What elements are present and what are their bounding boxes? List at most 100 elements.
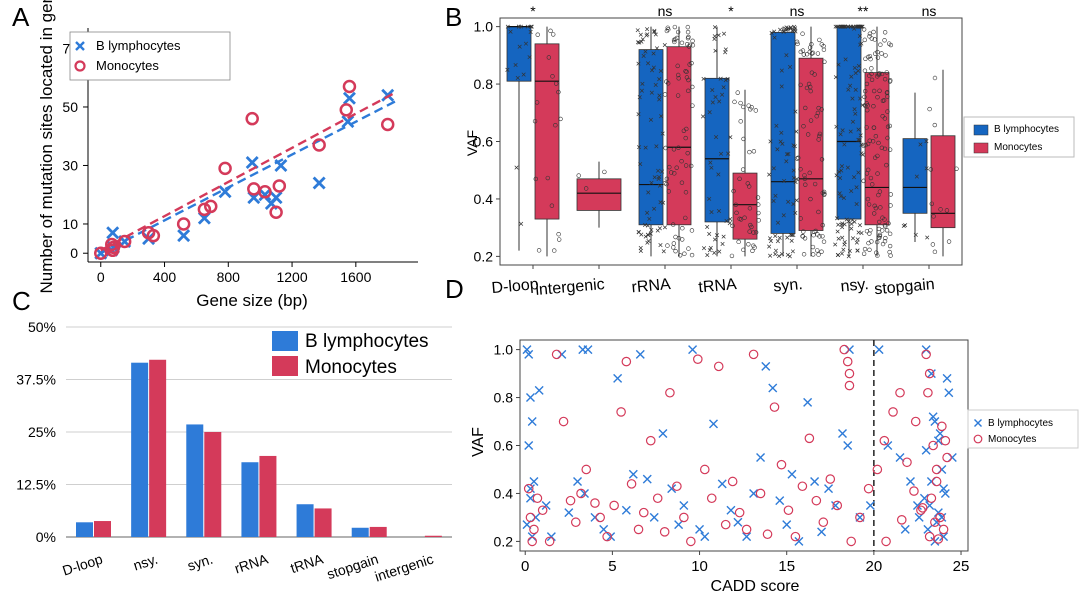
- panel-b-raw-point: [679, 159, 684, 164]
- panel-d-b-point: [525, 493, 535, 503]
- panel-d-b-point: [580, 488, 589, 498]
- panel-b-raw-point-stroke-2: [782, 178, 787, 184]
- panel-b-raw-point: [529, 24, 534, 29]
- panel-b-raw-point-stroke-2: [700, 114, 706, 119]
- panel-b-raw-point: [716, 172, 721, 177]
- panel-b-raw-point: [713, 95, 718, 100]
- panel-b-raw-point-stroke-2: [781, 29, 786, 34]
- panel-a-ylabel: Number of mutation sites located in gene: [37, 0, 56, 294]
- panel-d-b-point-stroke-2: [933, 508, 943, 518]
- panel-b-raw-point: [777, 235, 782, 240]
- panel-b-box: [576, 178, 622, 211]
- panel-b-raw-point-stroke-2: [834, 124, 839, 129]
- panel-b-raw-point: [877, 189, 883, 194]
- panel-b-raw-point: [768, 139, 773, 144]
- panel-b-raw-point: [665, 243, 670, 248]
- panel-b-raw-point-stroke-2: [779, 68, 784, 73]
- panel-b-raw-point: [877, 233, 883, 239]
- panel-c-bar-b: [296, 504, 314, 537]
- panel-a-m-point: [197, 202, 212, 217]
- panel-b-raw-point-stroke-2: [786, 199, 791, 204]
- legend-b-m-label: Monocytes: [994, 142, 1042, 153]
- panel-b-raw-point: [747, 149, 752, 155]
- panel-b-raw-point: [652, 206, 657, 211]
- panel-d-b-point-stroke-2: [667, 484, 677, 494]
- panel-b-raw-point: [525, 24, 530, 29]
- legend-b-b-swatch: [973, 124, 989, 136]
- panel-b-raw-point: [882, 38, 887, 43]
- panel-b-raw-point: [864, 125, 869, 130]
- panel-b-raw-point-stroke-2: [643, 234, 648, 239]
- panel-d-b-point-stroke-2: [939, 532, 949, 542]
- panel-b-raw-point: [728, 217, 733, 222]
- panel-b-raw-point: [857, 223, 862, 228]
- panel-d-b-point: [525, 484, 535, 494]
- panel-d-b-point: [855, 512, 865, 522]
- panel-b-raw-point: [686, 88, 691, 94]
- panel-b-raw-point: [653, 82, 658, 88]
- panel-b-raw-point: [779, 68, 784, 73]
- panel-b-raw-point: [834, 216, 840, 221]
- panel-b-raw-point-stroke-2: [714, 233, 720, 238]
- panel-c-ytick-label: 50%: [28, 319, 56, 335]
- panel-d-m-point: [581, 464, 592, 475]
- panel-b-raw-point: [652, 28, 657, 33]
- panel-d-m-point: [672, 481, 682, 492]
- panel-b-raw-point: [683, 135, 688, 141]
- panel-d-b-point-stroke-2: [782, 520, 792, 530]
- panel-a-m-point: [342, 79, 357, 94]
- panel-b-raw-point: [806, 81, 812, 87]
- panel-b-raw-point: [551, 32, 556, 37]
- panel-b-raw-point: [780, 141, 785, 146]
- panel-d-b-point: [843, 441, 853, 450]
- panel-b-raw-point-stroke-2: [646, 61, 651, 66]
- panel-b-raw-point: [714, 134, 719, 140]
- panel-b-raw-point: [747, 229, 752, 234]
- panel-d-m-point: [776, 459, 787, 470]
- panel-b-raw-point: [929, 201, 934, 206]
- panel-b-raw-point: [688, 163, 694, 169]
- panel-b-raw-point: [646, 190, 651, 195]
- panel-a-m-point: [218, 161, 232, 176]
- panel-b-raw-point: [556, 231, 561, 237]
- panel-b-raw-point-stroke-2: [712, 237, 718, 242]
- panel-b-raw-point-stroke-2: [638, 248, 643, 253]
- panel-d-b-point: [926, 476, 936, 486]
- legend-c-m-label: Monocytes: [305, 357, 397, 378]
- panel-b-raw-point-stroke-2: [658, 68, 663, 74]
- panel-a-xtick-label: 400: [153, 269, 177, 285]
- panel-b-raw-point: [646, 61, 651, 66]
- panel-b-raw-point: [649, 90, 654, 95]
- panel-b-raw-point-stroke-2: [712, 250, 717, 255]
- panel-a-m-point: [176, 217, 191, 231]
- panel-d-b-point-stroke-2: [937, 464, 947, 474]
- panel-a-b-point: [258, 188, 272, 202]
- panel-a-m-point: [204, 199, 218, 214]
- panel-b-raw-point: [862, 246, 868, 252]
- panel-b-raw-point: [513, 62, 518, 68]
- panel-b-raw-point: [862, 68, 868, 73]
- panel-b-raw-point: [876, 192, 881, 198]
- panel-b-raw-point-stroke-2: [645, 27, 650, 32]
- panel-d-b-point-stroke-2: [590, 512, 600, 522]
- panel-d-b-point-stroke-2: [855, 512, 865, 522]
- panel-d-b-point: [546, 532, 556, 542]
- panel-b-raw-point: [720, 92, 725, 97]
- panel-a-ytick-label: 10: [62, 216, 78, 232]
- panel-a-xtick-label: 1200: [276, 269, 307, 285]
- panel-b-raw-point: [701, 246, 707, 251]
- panel-a-xlabel: Gene size (bp): [196, 291, 308, 310]
- panel-b-raw-point-stroke-2: [767, 236, 773, 241]
- panel-c-bar-b: [351, 527, 369, 537]
- panel-b-raw-point-stroke-2: [858, 42, 863, 47]
- panel-b-raw-point: [645, 27, 650, 32]
- panel-d-b-point: [695, 524, 705, 534]
- panel-b-raw-point: [673, 36, 678, 42]
- panel-b-raw-point: [852, 107, 857, 112]
- panel-b-raw-point-stroke-2: [854, 185, 859, 190]
- panel-b-raw-point: [887, 79, 893, 84]
- panel-b-raw-point-stroke-2: [635, 28, 640, 33]
- panel-b-raw-point: [686, 246, 691, 251]
- panel-b-raw-point-stroke-2: [850, 236, 856, 241]
